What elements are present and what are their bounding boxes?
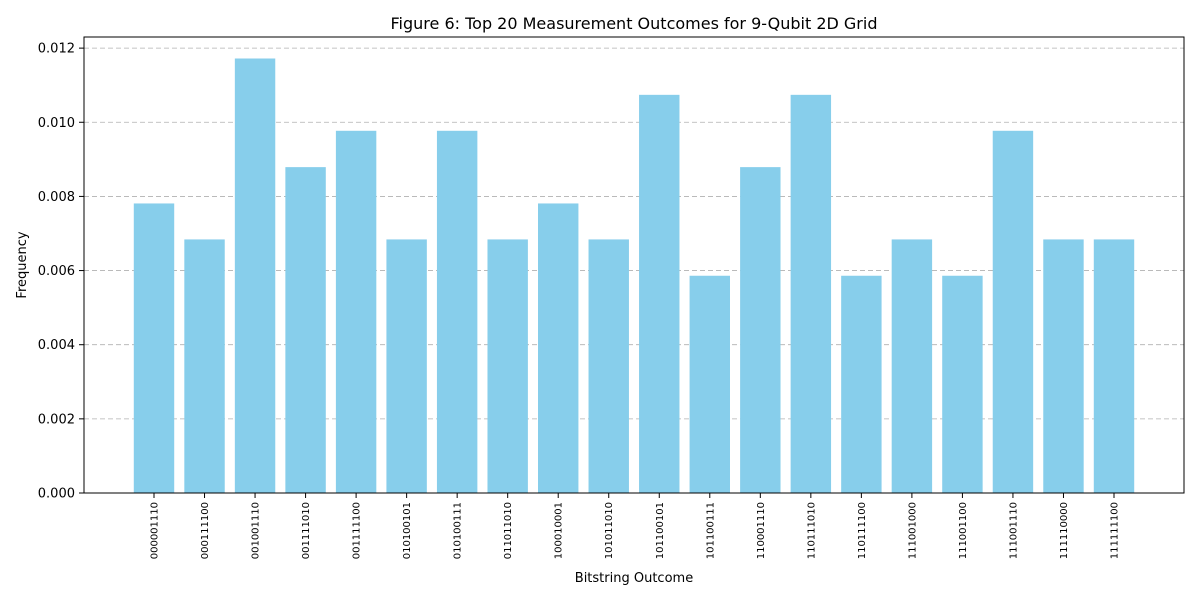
- bar-111001000: [891, 239, 933, 493]
- x-tick-label: 000111100: [200, 502, 211, 559]
- x-tick-label: 111001000: [907, 502, 918, 559]
- bar-101100111: [689, 275, 730, 493]
- chart-title: Figure 6: Top 20 Measurement Outcomes fo…: [391, 14, 878, 33]
- y-tick-label: 0.012: [38, 42, 75, 57]
- y-axis-label: Frequency: [15, 231, 30, 298]
- y-tick-label: 0.002: [38, 412, 75, 427]
- x-tick-label: 011011010: [503, 502, 514, 559]
- plot-frame: [83, 36, 1185, 494]
- x-tick-label: 110111010: [806, 502, 817, 559]
- x-tick-label: 111110000: [1059, 502, 1070, 559]
- bar-110111100: [841, 275, 882, 493]
- x-axis-ticks: 000001110 000111100 001001110 001111010 0011…: [150, 493, 1121, 559]
- x-tick-label: 111001110: [1008, 502, 1019, 559]
- bar-111110000: [1043, 239, 1084, 493]
- bars: [133, 58, 1135, 494]
- x-tick-label: 010100101: [402, 502, 413, 559]
- bar-001001110: [234, 58, 276, 493]
- y-tick-label: 0.010: [38, 116, 75, 131]
- bar-100010001: [538, 203, 579, 493]
- x-tick-label: 111001100: [958, 502, 969, 559]
- x-axis-label: Bitstring Outcome: [575, 571, 693, 586]
- bar-000001110: [133, 203, 175, 493]
- x-tick-label: 101100101: [655, 502, 666, 559]
- x-tick-label: 100010001: [554, 502, 565, 559]
- bar-010100111: [436, 130, 478, 494]
- y-axis-ticks: 0.000 0.002 0.004 0.006 0.008 0.010 0.012: [38, 42, 84, 502]
- bar-001111100: [335, 130, 377, 494]
- bar-010100101: [386, 239, 427, 493]
- bar-111111100: [1093, 239, 1135, 493]
- x-tick-label: 101011010: [604, 502, 615, 559]
- y-tick-label: 0.004: [38, 338, 75, 353]
- x-tick-label: 001001110: [251, 502, 262, 559]
- bar-110001110: [740, 167, 781, 493]
- x-tick-label: 000001110: [150, 502, 161, 559]
- x-tick-label: 001111100: [352, 502, 363, 559]
- x-tick-label: 110001110: [756, 502, 767, 559]
- bar-000111100: [184, 239, 225, 493]
- x-tick-label: 010100111: [453, 502, 464, 559]
- bar-101011010: [588, 239, 629, 493]
- y-tick-label: 0.000: [38, 487, 75, 502]
- bar-110111010: [790, 94, 832, 494]
- bar-001111010: [285, 167, 326, 493]
- bar-111001110: [992, 130, 1034, 494]
- x-tick-label: 111111100: [1110, 502, 1121, 559]
- y-tick-label: 0.006: [38, 264, 75, 279]
- x-tick-label: 101100111: [705, 502, 716, 559]
- y-tick-label: 0.008: [38, 190, 75, 205]
- bar-111001100: [942, 275, 983, 493]
- x-tick-label: 001111010: [301, 502, 312, 559]
- x-tick-label: 110111100: [857, 502, 868, 559]
- bar-011011010: [487, 239, 528, 493]
- bar-101100101: [639, 94, 680, 494]
